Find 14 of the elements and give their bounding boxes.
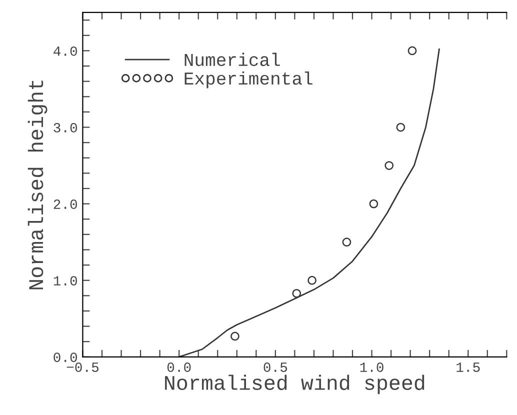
y-tick-label: 4.0 — [54, 46, 77, 56]
y-tick-label: 2.0 — [54, 200, 77, 209]
y-tick-label: 3.0 — [54, 123, 77, 132]
x-tick-label: 0.5 — [264, 362, 288, 372]
legend-label: Experimental — [184, 71, 312, 88]
x-tick-label: 1.0 — [360, 362, 384, 372]
y-axis-title: Normalised height — [28, 80, 48, 290]
legend-label: Numerical — [184, 52, 280, 66]
x-tick-label: 1.5 — [456, 362, 480, 372]
x-tick-label: 0.0 — [167, 362, 191, 372]
x-axis-title: Normalised wind speed — [165, 374, 424, 394]
y-tick-label: 0.0 — [54, 352, 77, 362]
y-tick-label: 1.0 — [54, 276, 77, 286]
x-tick-label: −0.5 — [66, 362, 99, 372]
